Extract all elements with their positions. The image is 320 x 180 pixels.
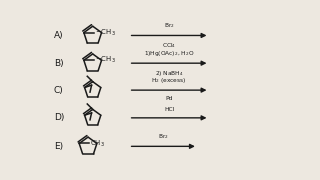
Text: 2) NaBH$_4$: 2) NaBH$_4$ (155, 69, 183, 78)
Text: CCl$_4$: CCl$_4$ (162, 41, 176, 50)
Text: CH$_3$: CH$_3$ (90, 138, 105, 148)
Text: A): A) (54, 31, 64, 40)
Text: $-$CH$_3$: $-$CH$_3$ (95, 28, 116, 38)
Text: H$_2$ (excess): H$_2$ (excess) (151, 76, 187, 85)
Text: 1)Hg(OAc)$_2$, H$_2$O: 1)Hg(OAc)$_2$, H$_2$O (144, 49, 194, 58)
Text: Pd: Pd (165, 96, 173, 100)
Text: C): C) (54, 86, 64, 95)
Text: Br$_2$: Br$_2$ (164, 21, 174, 30)
Text: $-$CH$_3$: $-$CH$_3$ (95, 55, 116, 65)
Text: B): B) (54, 59, 64, 68)
Text: E): E) (54, 142, 63, 151)
Text: HCl: HCl (164, 107, 174, 112)
Text: Br$_2$: Br$_2$ (158, 132, 169, 141)
Text: D): D) (54, 113, 64, 122)
